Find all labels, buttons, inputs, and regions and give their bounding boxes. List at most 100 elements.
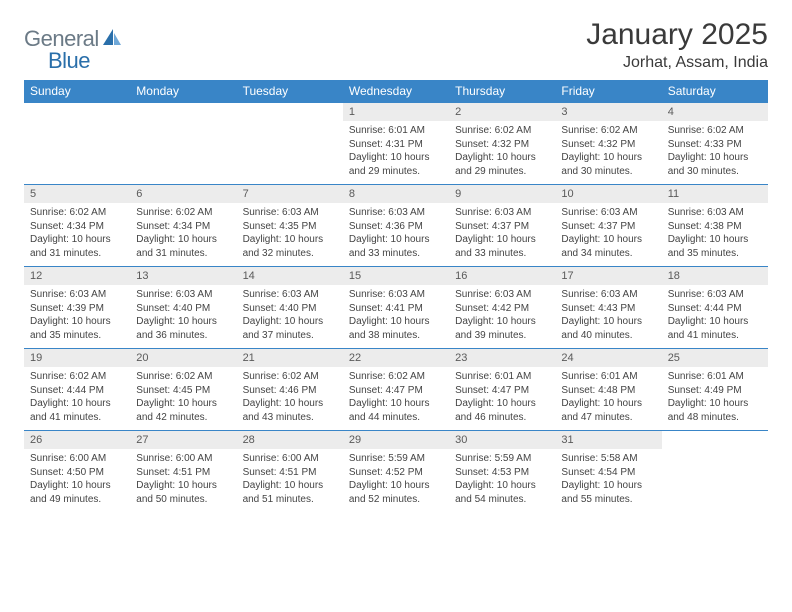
day-cell: 29Sunrise: 5:59 AMSunset: 4:52 PMDayligh… [343, 431, 449, 513]
day-text: Sunrise: 5:58 AMSunset: 4:54 PMDaylight:… [555, 449, 661, 512]
day-cell: 31Sunrise: 5:58 AMSunset: 4:54 PMDayligh… [555, 431, 661, 513]
day-header: Sunday [24, 80, 130, 103]
day-text: Sunrise: 6:03 AMSunset: 4:44 PMDaylight:… [662, 285, 768, 348]
day-cell: 22Sunrise: 6:02 AMSunset: 4:47 PMDayligh… [343, 349, 449, 431]
day-header-row: SundayMondayTuesdayWednesdayThursdayFrid… [24, 80, 768, 103]
day-number: 16 [449, 267, 555, 285]
week-row: 12Sunrise: 6:03 AMSunset: 4:39 PMDayligh… [24, 267, 768, 349]
day-number: 29 [343, 431, 449, 449]
day-text: Sunrise: 6:01 AMSunset: 4:31 PMDaylight:… [343, 121, 449, 184]
day-text: Sunrise: 6:02 AMSunset: 4:32 PMDaylight:… [555, 121, 661, 184]
week-row: 5Sunrise: 6:02 AMSunset: 4:34 PMDaylight… [24, 185, 768, 267]
day-cell: 6Sunrise: 6:02 AMSunset: 4:34 PMDaylight… [130, 185, 236, 267]
day-cell: 23Sunrise: 6:01 AMSunset: 4:47 PMDayligh… [449, 349, 555, 431]
day-number: 23 [449, 349, 555, 367]
day-cell: 25Sunrise: 6:01 AMSunset: 4:49 PMDayligh… [662, 349, 768, 431]
day-text: Sunrise: 6:03 AMSunset: 4:42 PMDaylight:… [449, 285, 555, 348]
day-cell: 10Sunrise: 6:03 AMSunset: 4:37 PMDayligh… [555, 185, 661, 267]
day-number: 12 [24, 267, 130, 285]
day-cell: 9Sunrise: 6:03 AMSunset: 4:37 PMDaylight… [449, 185, 555, 267]
day-cell: 19Sunrise: 6:02 AMSunset: 4:44 PMDayligh… [24, 349, 130, 431]
day-cell: 20Sunrise: 6:02 AMSunset: 4:45 PMDayligh… [130, 349, 236, 431]
month-title: January 2025 [586, 18, 768, 52]
logo-text-blue: Blue [48, 48, 90, 74]
day-text: Sunrise: 6:03 AMSunset: 4:39 PMDaylight:… [24, 285, 130, 348]
day-cell: 16Sunrise: 6:03 AMSunset: 4:42 PMDayligh… [449, 267, 555, 349]
day-text [662, 449, 768, 509]
day-text: Sunrise: 6:02 AMSunset: 4:45 PMDaylight:… [130, 367, 236, 430]
day-number: 5 [24, 185, 130, 203]
day-text: Sunrise: 6:02 AMSunset: 4:32 PMDaylight:… [449, 121, 555, 184]
week-row: 26Sunrise: 6:00 AMSunset: 4:50 PMDayligh… [24, 431, 768, 513]
day-cell: 17Sunrise: 6:03 AMSunset: 4:43 PMDayligh… [555, 267, 661, 349]
week-row: 19Sunrise: 6:02 AMSunset: 4:44 PMDayligh… [24, 349, 768, 431]
day-text: Sunrise: 6:01 AMSunset: 4:48 PMDaylight:… [555, 367, 661, 430]
day-number: 26 [24, 431, 130, 449]
day-number [24, 103, 130, 121]
day-text: Sunrise: 6:00 AMSunset: 4:51 PMDaylight:… [130, 449, 236, 512]
day-cell: 3Sunrise: 6:02 AMSunset: 4:32 PMDaylight… [555, 103, 661, 185]
day-number: 19 [24, 349, 130, 367]
day-text: Sunrise: 6:03 AMSunset: 4:43 PMDaylight:… [555, 285, 661, 348]
day-cell: 5Sunrise: 6:02 AMSunset: 4:34 PMDaylight… [24, 185, 130, 267]
day-number: 25 [662, 349, 768, 367]
day-cell [662, 431, 768, 513]
day-number: 22 [343, 349, 449, 367]
day-cell: 7Sunrise: 6:03 AMSunset: 4:35 PMDaylight… [237, 185, 343, 267]
day-cell: 27Sunrise: 6:00 AMSunset: 4:51 PMDayligh… [130, 431, 236, 513]
day-header: Thursday [449, 80, 555, 103]
logo-blue-line: Blue [48, 40, 90, 74]
day-number: 20 [130, 349, 236, 367]
day-number: 8 [343, 185, 449, 203]
day-cell: 28Sunrise: 6:00 AMSunset: 4:51 PMDayligh… [237, 431, 343, 513]
day-number [130, 103, 236, 121]
day-text: Sunrise: 6:02 AMSunset: 4:46 PMDaylight:… [237, 367, 343, 430]
day-text: Sunrise: 6:03 AMSunset: 4:41 PMDaylight:… [343, 285, 449, 348]
day-cell: 4Sunrise: 6:02 AMSunset: 4:33 PMDaylight… [662, 103, 768, 185]
day-header: Tuesday [237, 80, 343, 103]
day-number: 11 [662, 185, 768, 203]
day-number: 1 [343, 103, 449, 121]
day-text [24, 121, 130, 181]
location: Jorhat, Assam, India [586, 54, 768, 72]
day-number: 30 [449, 431, 555, 449]
day-text: Sunrise: 6:03 AMSunset: 4:36 PMDaylight:… [343, 203, 449, 266]
day-number: 3 [555, 103, 661, 121]
day-cell: 26Sunrise: 6:00 AMSunset: 4:50 PMDayligh… [24, 431, 130, 513]
day-text: Sunrise: 6:02 AMSunset: 4:47 PMDaylight:… [343, 367, 449, 430]
day-cell: 15Sunrise: 6:03 AMSunset: 4:41 PMDayligh… [343, 267, 449, 349]
day-number: 18 [662, 267, 768, 285]
day-cell: 11Sunrise: 6:03 AMSunset: 4:38 PMDayligh… [662, 185, 768, 267]
day-text: Sunrise: 6:03 AMSunset: 4:37 PMDaylight:… [449, 203, 555, 266]
day-number: 2 [449, 103, 555, 121]
day-number: 27 [130, 431, 236, 449]
day-text: Sunrise: 5:59 AMSunset: 4:53 PMDaylight:… [449, 449, 555, 512]
day-cell: 2Sunrise: 6:02 AMSunset: 4:32 PMDaylight… [449, 103, 555, 185]
day-cell: 12Sunrise: 6:03 AMSunset: 4:39 PMDayligh… [24, 267, 130, 349]
day-text: Sunrise: 6:03 AMSunset: 4:40 PMDaylight:… [130, 285, 236, 348]
day-text: Sunrise: 6:00 AMSunset: 4:50 PMDaylight:… [24, 449, 130, 512]
day-header: Saturday [662, 80, 768, 103]
day-cell: 1Sunrise: 6:01 AMSunset: 4:31 PMDaylight… [343, 103, 449, 185]
day-cell [130, 103, 236, 185]
day-header: Friday [555, 80, 661, 103]
day-cell: 14Sunrise: 6:03 AMSunset: 4:40 PMDayligh… [237, 267, 343, 349]
day-cell: 30Sunrise: 5:59 AMSunset: 4:53 PMDayligh… [449, 431, 555, 513]
week-row: 1Sunrise: 6:01 AMSunset: 4:31 PMDaylight… [24, 103, 768, 185]
day-text: Sunrise: 6:03 AMSunset: 4:38 PMDaylight:… [662, 203, 768, 266]
day-cell [24, 103, 130, 185]
day-text [130, 121, 236, 181]
day-number: 10 [555, 185, 661, 203]
day-text: Sunrise: 6:02 AMSunset: 4:34 PMDaylight:… [130, 203, 236, 266]
day-cell: 18Sunrise: 6:03 AMSunset: 4:44 PMDayligh… [662, 267, 768, 349]
day-number: 24 [555, 349, 661, 367]
day-number: 9 [449, 185, 555, 203]
calendar-table: SundayMondayTuesdayWednesdayThursdayFrid… [24, 80, 768, 512]
day-text: Sunrise: 5:59 AMSunset: 4:52 PMDaylight:… [343, 449, 449, 512]
day-text: Sunrise: 6:01 AMSunset: 4:47 PMDaylight:… [449, 367, 555, 430]
day-number: 13 [130, 267, 236, 285]
day-cell: 8Sunrise: 6:03 AMSunset: 4:36 PMDaylight… [343, 185, 449, 267]
day-text: Sunrise: 6:02 AMSunset: 4:33 PMDaylight:… [662, 121, 768, 184]
day-text: Sunrise: 6:02 AMSunset: 4:34 PMDaylight:… [24, 203, 130, 266]
day-text: Sunrise: 6:03 AMSunset: 4:37 PMDaylight:… [555, 203, 661, 266]
